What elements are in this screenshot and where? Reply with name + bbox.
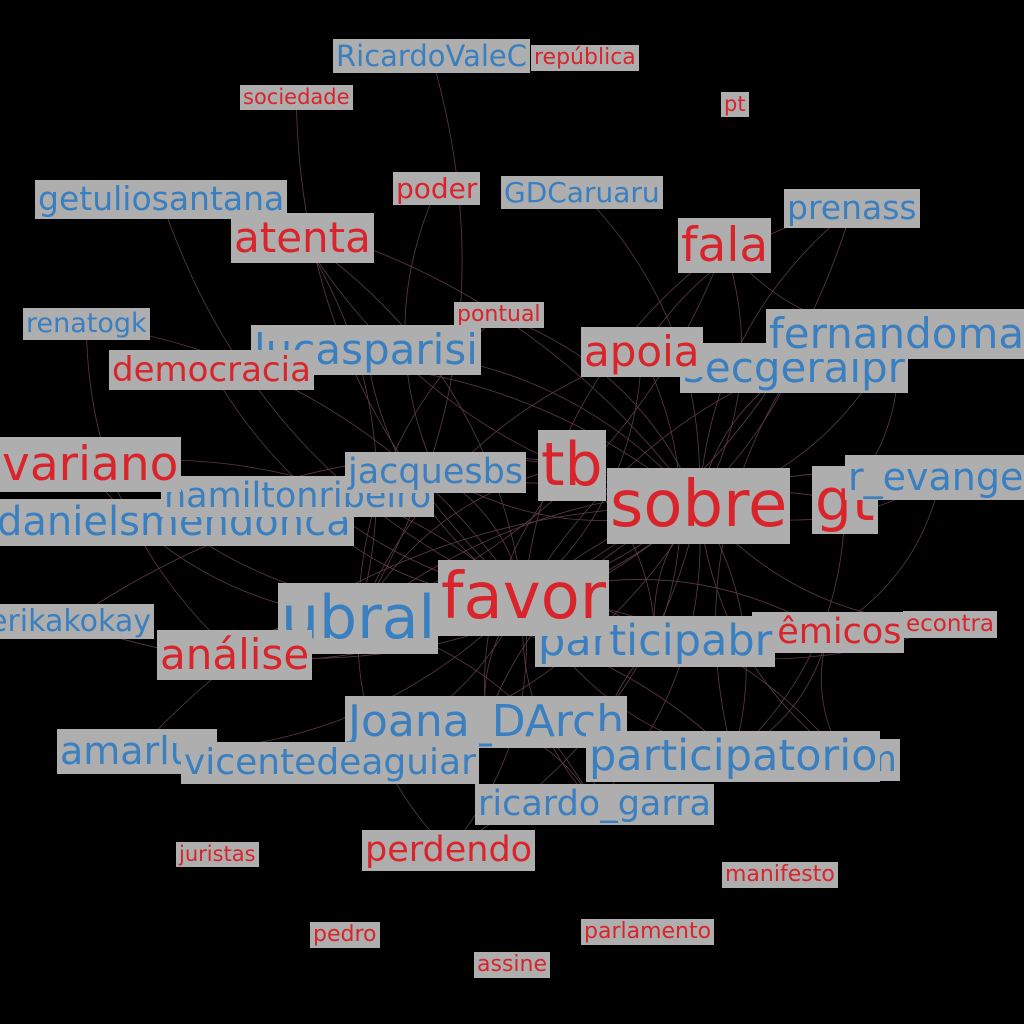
node-label: Joana_DArch	[348, 696, 625, 747]
node-analise: análise	[157, 630, 313, 680]
node-renatogk: renatogk	[23, 308, 150, 340]
node-label: sociedade	[243, 85, 350, 109]
node-label: erikakokay	[0, 604, 151, 639]
node-participabr: participabr	[535, 616, 776, 667]
graph-edge	[523, 245, 725, 598]
node-label: renatogk	[26, 308, 147, 339]
node-econtra: econtra	[903, 611, 998, 639]
node-label: fernandoma	[769, 309, 1024, 358]
node-pedro: pedro	[310, 922, 380, 948]
node-erikakokay: erikakokay	[0, 604, 154, 640]
node-pt: pt	[721, 92, 749, 117]
node-label: fala	[681, 218, 769, 273]
node-label: vicentedeaguiar	[184, 742, 476, 783]
node-label: econtra	[906, 611, 995, 637]
node-label: sobre	[610, 468, 788, 542]
node-label: apoia	[584, 327, 700, 376]
node-label: pontual	[457, 302, 541, 327]
graph-edge	[136, 505, 699, 752]
node-label: ivariano	[0, 437, 179, 492]
node-label: tb	[541, 430, 603, 500]
node-sociedade: sociedade	[240, 85, 353, 110]
node-label: jacquesbs	[348, 452, 524, 492]
node-prenass: prenass	[784, 188, 920, 228]
node-republica: república	[531, 45, 639, 71]
node-label: GDCaruaru	[504, 176, 660, 209]
node-label: poder	[396, 172, 478, 205]
node-label: pt	[724, 92, 746, 116]
node-label: participatorio	[589, 731, 878, 781]
node-academicos: dêmicos	[752, 612, 905, 654]
node-label: atenta	[234, 213, 371, 262]
node-parlamento: parlamento	[581, 919, 715, 945]
graph-edge	[302, 237, 378, 619]
node-label: favor	[441, 560, 607, 634]
node-label: manifesto	[725, 862, 835, 887]
node-poder: poder	[393, 172, 481, 206]
node-ivariano: ivariano	[0, 437, 182, 493]
node-revangel: r_evangel	[845, 455, 1024, 500]
node-label: pedro	[313, 922, 377, 947]
node-lucasparisi: lucasparisi	[251, 325, 481, 375]
node-getuliosantana: getuliosantana	[35, 179, 288, 219]
node-manifesto: manifesto	[722, 862, 838, 888]
graph-edge	[86, 323, 524, 598]
node-ricardogarra: ricardo_garra	[475, 784, 714, 826]
node-vicentedeaguiar: vicentedeaguiar	[181, 742, 479, 785]
node-label: ricardo_garra	[478, 784, 711, 824]
node-label: análise	[160, 630, 310, 679]
node-label: r_evangel	[848, 455, 1024, 499]
node-gdcaruaru: GDCaruaru	[501, 176, 663, 210]
node-juristas: juristas	[176, 842, 259, 867]
node-label: república	[534, 45, 636, 70]
node-participatorio: participatorio	[586, 731, 881, 782]
node-atenta: atenta	[231, 213, 374, 263]
graph-edge	[698, 208, 853, 506]
node-label: assine	[477, 952, 547, 977]
graph-edge	[715, 367, 795, 757]
node-label: juristas	[179, 842, 256, 866]
node-fala: fala	[678, 218, 772, 274]
node-favor: favor	[438, 560, 610, 636]
node-label: perdendo	[365, 830, 533, 870]
node-apoia: apoia	[581, 327, 703, 377]
node-label: RicardoValeC	[336, 39, 527, 73]
graph-edge	[302, 237, 524, 598]
node-pontual: pontual	[454, 302, 544, 328]
node-assine: assine	[474, 952, 550, 978]
node-label: prenass	[787, 188, 917, 227]
node-tb: tb	[538, 430, 606, 501]
node-label: getuliosantana	[38, 179, 285, 218]
node-sobre: sobre	[607, 468, 791, 544]
node-ricardovalec: RicardoValeC	[333, 39, 530, 74]
node-joanadarch: Joana_DArch	[345, 696, 628, 748]
node-democracia: democracia	[109, 350, 314, 391]
node-perdendo: perdendo	[362, 830, 536, 872]
node-label: parlamento	[584, 919, 712, 944]
node-label: dêmicos	[755, 612, 902, 652]
node-fernandoma: fernandoma	[766, 309, 1024, 359]
node-label: democracia	[112, 350, 311, 390]
node-jacquesbs: jacquesbs	[345, 452, 527, 494]
